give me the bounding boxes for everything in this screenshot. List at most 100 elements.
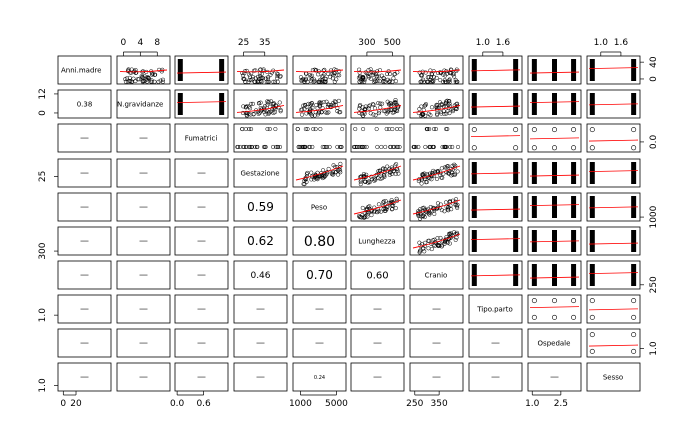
tick-label: 8 [154, 38, 160, 48]
point [387, 71, 393, 77]
point [337, 73, 342, 78]
point-column [631, 59, 637, 81]
point [325, 71, 331, 76]
point [376, 169, 381, 174]
panel-9-9: Ospedale [527, 328, 582, 358]
point [357, 106, 362, 111]
tick-label: 1.0 [649, 341, 659, 356]
panel-frame [116, 123, 171, 153]
tick-label: 2.5 [554, 399, 568, 409]
point [384, 71, 390, 77]
point [631, 127, 637, 133]
point [439, 166, 444, 171]
tick-label: 1000 [649, 205, 659, 228]
point [333, 169, 338, 174]
panel-2-1: 0.38 [57, 89, 112, 119]
point [367, 180, 372, 185]
scatter-points [240, 67, 283, 84]
point [242, 144, 247, 150]
smoother-line [295, 165, 344, 181]
point [361, 113, 366, 118]
point [366, 106, 372, 111]
point [242, 69, 248, 74]
point [435, 111, 440, 116]
point [445, 109, 450, 114]
point [440, 144, 445, 150]
point-column [571, 264, 577, 286]
panel-7-7: Cranio [409, 260, 464, 290]
panel-frame [350, 89, 405, 119]
point [444, 111, 449, 116]
smoother-line [470, 105, 521, 108]
point [357, 215, 362, 220]
point [324, 144, 330, 150]
point [416, 110, 421, 116]
point [385, 110, 391, 115]
point [422, 215, 427, 220]
panel-frame [350, 260, 405, 290]
point [319, 74, 324, 79]
correlation-dot [373, 376, 382, 378]
point [240, 126, 245, 132]
point [275, 73, 280, 78]
panel-9-1 [57, 328, 112, 358]
point [369, 213, 374, 218]
scatter-points [531, 127, 577, 151]
point [428, 113, 433, 118]
panel-10-1 [57, 362, 112, 392]
smoother-line [529, 137, 580, 140]
tick-label: 300 [38, 242, 48, 259]
point [374, 126, 379, 132]
point [270, 106, 275, 111]
point [258, 74, 263, 79]
point-column [531, 93, 537, 115]
point [262, 110, 267, 115]
point [424, 180, 429, 185]
point [359, 112, 364, 117]
smoother-line [529, 276, 580, 279]
point [381, 199, 386, 204]
point [377, 78, 382, 84]
point [253, 79, 258, 84]
point [278, 107, 283, 113]
point-column [552, 93, 557, 115]
point [302, 144, 308, 150]
point [372, 178, 377, 183]
point [272, 79, 278, 84]
point [383, 208, 388, 213]
point [390, 126, 395, 132]
panel-frame [233, 294, 288, 324]
point [249, 144, 255, 150]
panel-frame [409, 294, 464, 324]
tick-label: 0 [38, 110, 48, 116]
point [149, 79, 154, 84]
correlation-dot [373, 308, 382, 310]
panel-frame [174, 226, 229, 256]
point [378, 101, 383, 106]
correlation-dot [315, 308, 324, 310]
point [364, 172, 369, 177]
point [160, 67, 165, 72]
panel-9-4 [233, 328, 288, 358]
point [325, 111, 330, 116]
point [274, 71, 280, 76]
tick-label: 1000 [289, 399, 312, 409]
panel-2-4 [233, 89, 288, 119]
panel-frame [174, 192, 229, 222]
panel-3-2 [116, 123, 171, 153]
scatter-points [589, 59, 637, 81]
scatter-points [589, 162, 637, 184]
point [381, 78, 386, 83]
point [255, 144, 260, 150]
point [439, 175, 444, 180]
panel-8-3 [174, 294, 229, 324]
point [431, 168, 436, 173]
panel-2-6 [350, 89, 405, 119]
point [158, 78, 163, 83]
panel-frame [586, 226, 641, 256]
panel-7-10 [586, 260, 641, 290]
point [322, 79, 327, 84]
point [431, 69, 436, 74]
scatter-points [531, 162, 577, 184]
panel-1-5 [292, 55, 347, 85]
